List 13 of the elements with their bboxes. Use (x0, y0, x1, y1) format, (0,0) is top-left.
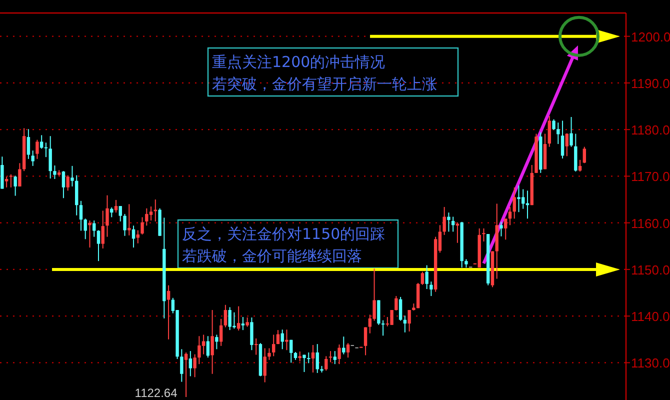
annotation: 若跌破，金价可能继续回落 (182, 247, 362, 265)
y-tick-label: 1140.0 (631, 309, 670, 324)
y-tick-label: 1200.0 (631, 29, 670, 44)
y-tick-label: 1190.0 (631, 76, 670, 91)
y-tick-label: 1160.0 (631, 216, 670, 231)
y-tick-label: 1130.0 (631, 356, 670, 371)
annotation: 重点关注1200的冲击情况 (212, 53, 386, 71)
y-tick-label: 1150.0 (631, 262, 670, 278)
y-tick-label: 1170.0 (631, 169, 670, 184)
annotation: 1122.64 (134, 386, 178, 400)
annotation: 反之，关注金价对1150的回踩 (182, 225, 386, 243)
y-tick-label: 1180.0 (631, 122, 670, 138)
annotation: 若突破，金价有望开启新一轮上涨 (212, 75, 437, 93)
